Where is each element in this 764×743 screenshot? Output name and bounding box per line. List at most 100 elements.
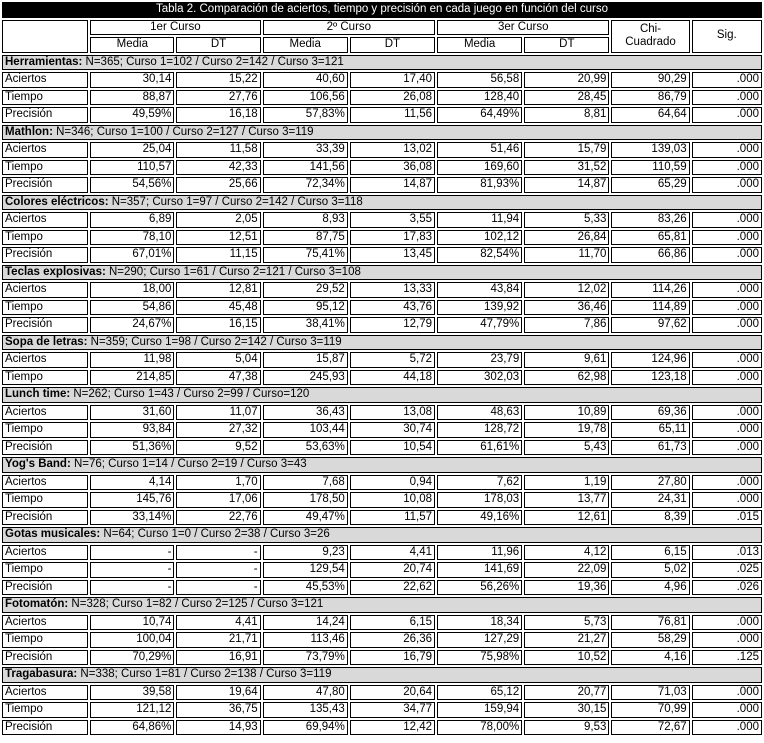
cell-chi: 76,81 xyxy=(611,614,690,630)
cell-sig: .000 xyxy=(691,702,762,718)
cell-chi: 65,29 xyxy=(611,177,690,193)
cell-dt-2: 10,08 xyxy=(349,492,436,508)
cell-chi: 114,26 xyxy=(611,282,690,298)
table-row: Precisión 54,56% 25,66 72,34% 14,87 81,93% 14,… xyxy=(2,177,762,193)
cell-media-2: 103,44 xyxy=(262,422,348,438)
section-info: N=290; Curso 1=61 / Curso 2=121 / Curso … xyxy=(105,265,361,278)
row-label: Precisión xyxy=(2,439,89,455)
table-row: Tiempo 54,86 45,48 95,12 43,76 139,92 36,46 114… xyxy=(2,299,762,315)
cell-media-1: 49,59% xyxy=(90,107,175,123)
table-row: Precisión 67,01% 11,15 75,41% 13,45 82,54% 11,… xyxy=(2,247,762,263)
cell-sig: .000 xyxy=(691,247,762,263)
row-label: Aciertos xyxy=(2,544,89,560)
cell-media-1: 145,76 xyxy=(90,492,175,508)
cell-sig: .015 xyxy=(691,509,762,525)
header-chi-cuadrado: Chi- Cuadrado xyxy=(611,19,690,53)
row-label: Precisión xyxy=(2,317,89,333)
cell-chi: 4,16 xyxy=(611,649,690,665)
cell-media-3: 51,46 xyxy=(437,142,523,158)
cell-dt-1: - xyxy=(176,544,261,560)
cell-sig: .013 xyxy=(691,544,762,560)
section-header-cell: Mathlon: N=346; Curso 1=100 / Curso 2=12… xyxy=(2,124,762,140)
media-dt-header-row: Media DT Media DT Media DT xyxy=(2,37,762,53)
cell-sig: .000 xyxy=(691,352,762,368)
cell-sig: .000 xyxy=(691,212,762,228)
cell-dt-3: 1,19 xyxy=(524,474,610,490)
cell-media-3: 56,58 xyxy=(437,72,523,88)
cell-media-1: 24,67% xyxy=(90,317,175,333)
cell-dt-3: 4,12 xyxy=(524,544,610,560)
cell-media-1: - xyxy=(90,562,175,578)
table-row: Aciertos 18,00 12,81 29,52 13,33 43,84 12,02 11… xyxy=(2,282,762,298)
table-row: Tiempo 214,85 47,38 245,93 44,18 302,03 62,98 1… xyxy=(2,369,762,385)
cell-sig: .000 xyxy=(691,474,762,490)
cell-dt-1: 17,06 xyxy=(176,492,261,508)
cell-dt-2: 20,74 xyxy=(349,562,436,578)
cell-media-3: 11,96 xyxy=(437,544,523,560)
cell-sig: .000 xyxy=(691,439,762,455)
cell-dt-2: 12,79 xyxy=(349,317,436,333)
row-label: Aciertos xyxy=(2,72,89,88)
table-row: Precisión 49,59% 16,18 57,83% 11,56 64,49% 8,8… xyxy=(2,107,762,123)
cell-media-3: 56,26% xyxy=(437,579,523,595)
cell-media-2: 7,68 xyxy=(262,474,348,490)
cell-sig: .000 xyxy=(691,177,762,193)
section-header-row: Mathlon: N=346; Curso 1=100 / Curso 2=12… xyxy=(2,124,762,140)
cell-dt-3: 8,81 xyxy=(524,107,610,123)
cell-media-3: 78,00% xyxy=(437,719,523,735)
cell-sig: .000 xyxy=(691,107,762,123)
cell-dt-1: 15,22 xyxy=(176,72,261,88)
cell-media-1: 39,58 xyxy=(90,684,175,700)
section-header-cell: Herramientas: N=365; Curso 1=102 / Curso… xyxy=(2,54,762,70)
cell-chi: 5,02 xyxy=(611,562,690,578)
row-label: Tiempo xyxy=(2,702,89,718)
cell-dt-3: 10,52 xyxy=(524,649,610,665)
section-header-row: Teclas explosivas: N=290; Curso 1=61 / C… xyxy=(2,264,762,280)
cell-dt-3: 5,33 xyxy=(524,212,610,228)
cell-dt-2: 36,08 xyxy=(349,159,436,175)
cell-chi: 114,89 xyxy=(611,299,690,315)
cell-media-3: 61,61% xyxy=(437,439,523,455)
cell-dt-2: 30,74 xyxy=(349,422,436,438)
cell-sig: .000 xyxy=(691,317,762,333)
cell-chi: 83,26 xyxy=(611,212,690,228)
cell-dt-1: 11,15 xyxy=(176,247,261,263)
cell-chi: 27,80 xyxy=(611,474,690,490)
cell-sig: .000 xyxy=(691,632,762,648)
cell-sig: .000 xyxy=(691,719,762,735)
section-header-row: Lunch time: N=262; Curso 1=43 / Curso 2=… xyxy=(2,387,762,403)
cell-dt-2: 17,40 xyxy=(349,72,436,88)
cell-dt-2: 6,15 xyxy=(349,614,436,630)
cell-dt-3: 21,27 xyxy=(524,632,610,648)
cell-chi: 61,73 xyxy=(611,439,690,455)
cell-sig: .000 xyxy=(691,159,762,175)
cell-dt-3: 12,02 xyxy=(524,282,610,298)
cell-dt-1: 27,76 xyxy=(176,89,261,105)
row-label: Aciertos xyxy=(2,352,89,368)
cell-dt-2: 5,72 xyxy=(349,352,436,368)
cell-dt-3: 10,89 xyxy=(524,404,610,420)
table-title: Tabla 2. Comparación de aciertos, tiempo… xyxy=(2,2,762,18)
section-info: N=365; Curso 1=102 / Curso 2=142 / Curso… xyxy=(82,55,344,68)
cell-media-2: 36,43 xyxy=(262,404,348,420)
cell-media-1: 64,86% xyxy=(90,719,175,735)
cell-dt-2: 43,76 xyxy=(349,299,436,315)
cell-media-2: 73,79% xyxy=(262,649,348,665)
cell-media-2: 87,75 xyxy=(262,229,348,245)
section-header-cell: Fotomatón: N=328; Curso 1=82 / Curso 2=1… xyxy=(2,597,762,613)
section-info: N=262; Curso 1=43 / Curso 2=99 / Curso=1… xyxy=(70,388,310,400)
course-header-row: 1er Curso 2º Curso 3er Curso Chi- Cuadrad… xyxy=(2,19,762,53)
cell-sig: .000 xyxy=(691,684,762,700)
cell-dt-2: 26,36 xyxy=(349,632,436,648)
table-row: Precisión 24,67% 16,15 38,41% 12,79 47,79% 7,8… xyxy=(2,317,762,333)
table-row: Tiempo 110,57 42,33 141,56 36,08 169,60 31,52 1… xyxy=(2,159,762,175)
cell-dt-1: 14,93 xyxy=(176,719,261,735)
row-label: Precisión xyxy=(2,107,89,123)
table-row: Precisión - -45,53% 22,62 56,26% 19,36 4,96.02… xyxy=(2,579,762,595)
cell-sig: .000 xyxy=(691,72,762,88)
game-name: Teclas explosivas: xyxy=(5,265,106,278)
cell-chi: 65,81 xyxy=(611,229,690,245)
section-header-row: Tragabasura: N=338; Curso 1=81 / Curso 2… xyxy=(2,667,762,683)
cell-media-1: 121,12 xyxy=(90,702,175,718)
cell-dt-2: 10,54 xyxy=(349,439,436,455)
